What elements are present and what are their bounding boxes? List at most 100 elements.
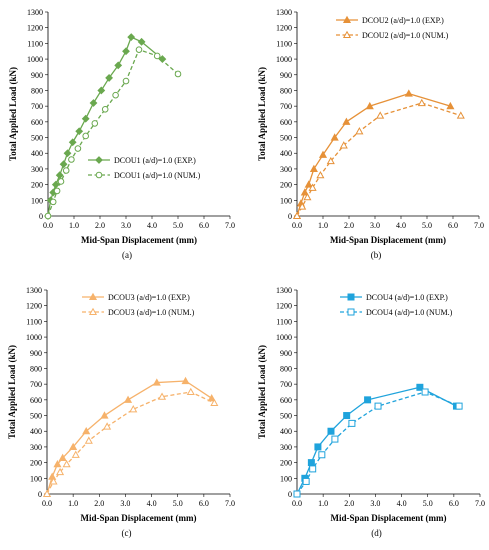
data-point	[365, 101, 374, 110]
data-point	[343, 412, 351, 420]
data-point	[68, 156, 75, 163]
y-tick-label: 200	[30, 459, 42, 468]
x-tick-label: 4.0	[397, 499, 407, 508]
series-line	[46, 380, 213, 495]
data-point	[114, 61, 123, 70]
data-point	[56, 467, 65, 476]
x-tick-label: 1.0	[318, 499, 328, 508]
legend-label: DCOU1 (a/d)=1.0 (EXP.)	[114, 156, 196, 165]
y-tick-label: 200	[280, 181, 292, 190]
y-tick-label: 800	[280, 86, 292, 95]
y-tick-label: 600	[30, 396, 42, 405]
y-tick-label: 700	[280, 380, 292, 389]
data-point	[91, 120, 99, 127]
y-tick-label: 100	[280, 474, 292, 483]
data-point	[153, 52, 161, 60]
data-point	[207, 394, 216, 402]
panel-label: (b)	[371, 250, 382, 260]
y-tick-label: 700	[31, 102, 43, 111]
data-point	[348, 419, 356, 427]
y-tick-label: 1200	[27, 24, 43, 33]
legend-swatch-marker	[88, 292, 98, 301]
y-tick-label: 500	[280, 134, 292, 143]
series-numerical	[42, 387, 219, 498]
legend: DCOU4 (a/d)=1.0 (EXP.) DCOU4 (a/d)=1.0 (N…	[340, 293, 453, 317]
data-point	[100, 411, 109, 419]
series-experimental	[44, 33, 167, 220]
x-tick-label: 2.0	[344, 221, 354, 230]
y-tick-label: 200	[280, 459, 292, 468]
data-point	[57, 178, 65, 185]
y-tick-label: 800	[30, 364, 42, 373]
legend-swatch-marker	[342, 15, 352, 24]
y-tick-label: 0	[38, 490, 42, 499]
y-tick-label: 1000	[27, 55, 43, 64]
data-point	[101, 105, 109, 113]
chart-panel-2: 0 100 200 300 400 500 600 700 800 900 1000 1100 1200…	[257, 8, 484, 260]
data-point	[51, 180, 60, 189]
y-tick-label: 1000	[276, 333, 292, 342]
legend-swatch-marker	[347, 293, 355, 301]
x-axis-title: Mid-Span Displacement (mm)	[81, 235, 197, 245]
y-tick-label: 0	[288, 212, 292, 221]
data-point	[456, 111, 465, 119]
data-point	[89, 99, 98, 107]
x-tick-label: 5.0	[422, 221, 432, 230]
data-point	[55, 171, 64, 180]
y-tick-label: 500	[280, 412, 292, 421]
y-tick-label: 100	[30, 474, 42, 483]
y-tick-label: 1000	[276, 55, 292, 64]
data-point	[330, 133, 339, 141]
data-point	[455, 402, 463, 410]
legend: DCOU2 (a/d)=1.0 (EXP.) DCOU2 (a/d)=1.0 (N…	[336, 15, 449, 40]
data-point	[342, 117, 351, 125]
legend-label: DCOU1 (a/d)=1.0 (NUM.)	[114, 171, 201, 180]
data-point	[69, 442, 78, 450]
y-tick-label: 900	[280, 349, 292, 358]
data-point	[123, 395, 133, 403]
data-point	[186, 387, 195, 396]
data-point	[181, 376, 190, 385]
data-point	[446, 101, 455, 110]
legend-swatch-marker	[95, 156, 103, 164]
data-point	[59, 160, 68, 169]
series-numerical	[293, 388, 463, 498]
y-tick-label: 500	[31, 134, 43, 143]
x-tick-label: 4.0	[147, 221, 157, 230]
data-point	[158, 55, 167, 63]
x-tick-label: 5.0	[423, 499, 433, 508]
data-point	[97, 86, 106, 95]
y-tick-label: 300	[280, 165, 292, 174]
x-tick-label: 3.0	[370, 221, 380, 230]
data-point	[300, 188, 309, 196]
x-axis-title: Mid-Span Displacement (mm)	[330, 235, 446, 245]
data-point	[355, 127, 364, 135]
series-line	[47, 36, 163, 217]
legend: DCOU1 (a/d)=1.0 (EXP.) DCOU1 (a/d)=1.0 (N…	[88, 156, 201, 180]
series-line	[47, 49, 179, 217]
data-point	[44, 212, 52, 220]
data-point	[304, 180, 313, 188]
data-point	[127, 33, 136, 42]
x-tick-label: 0.0	[292, 221, 302, 230]
data-point	[326, 156, 335, 165]
series-numerical	[292, 98, 465, 220]
data-point	[376, 111, 385, 119]
data-point	[331, 435, 339, 443]
y-tick-label: 1100	[276, 39, 292, 48]
data-point	[129, 405, 138, 413]
y-tick-label: 1200	[276, 24, 292, 33]
y-tick-label: 1300	[26, 286, 42, 295]
x-tick-label: 7.0	[225, 499, 235, 508]
legend-label: DCOU4 (a/d)=1.0 (EXP.)	[366, 293, 448, 302]
y-tick-label: 900	[31, 71, 43, 80]
x-tick-label: 2.0	[95, 221, 105, 230]
data-point	[314, 443, 322, 451]
x-tick-label: 0.0	[43, 221, 53, 230]
legend-label: DCOU4 (a/d)=1.0 (NUM.)	[366, 308, 453, 317]
data-point	[421, 388, 429, 396]
panel-label: (d)	[371, 528, 382, 538]
legend: DCOU3 (a/d)=1.0 (EXP.) DCOU3 (a/d)=1.0 (N…	[82, 292, 195, 317]
data-point	[74, 145, 82, 152]
x-tick-label: 0.0	[42, 499, 52, 508]
